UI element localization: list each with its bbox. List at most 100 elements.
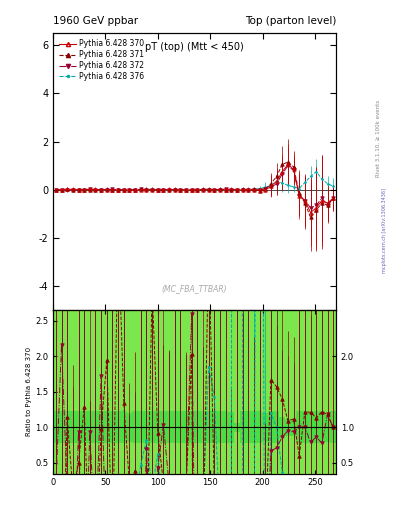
Bar [274, 310, 279, 474]
Bar [104, 411, 110, 443]
Bar [189, 310, 195, 474]
Bar [313, 310, 319, 474]
Bar [64, 411, 70, 443]
Bar [296, 310, 302, 474]
Bar [93, 310, 98, 474]
Bar [172, 310, 178, 474]
Bar [223, 310, 228, 474]
Bar [291, 419, 296, 436]
Text: (MC_FBA_TTBAR): (MC_FBA_TTBAR) [162, 285, 227, 293]
Bar [246, 310, 251, 474]
Bar [302, 310, 308, 474]
Text: 1960 GeV ppbar: 1960 GeV ppbar [53, 16, 138, 27]
Bar [53, 310, 59, 474]
Bar [268, 310, 274, 474]
Bar [178, 310, 183, 474]
Bar [263, 310, 268, 474]
Bar [115, 310, 121, 474]
Bar [246, 411, 251, 443]
Text: Rivet 3.1.10, ≥ 100k events: Rivet 3.1.10, ≥ 100k events [376, 100, 380, 177]
Bar [279, 310, 285, 474]
Bar [206, 411, 211, 443]
Bar [115, 411, 121, 443]
Bar [285, 419, 291, 436]
Bar [104, 310, 110, 474]
Bar [64, 310, 70, 474]
Bar [183, 310, 189, 474]
Bar [149, 411, 155, 443]
Bar [240, 310, 246, 474]
Bar [110, 310, 115, 474]
Bar [155, 411, 161, 443]
Bar [200, 310, 206, 474]
Bar [285, 310, 291, 474]
Bar [87, 310, 93, 474]
Bar [279, 310, 285, 474]
Bar [166, 310, 172, 474]
Bar [296, 411, 302, 443]
Bar [183, 310, 189, 474]
Bar [53, 310, 59, 474]
Bar [308, 310, 313, 474]
Bar [121, 310, 127, 474]
Bar [172, 411, 178, 443]
Bar [189, 411, 195, 443]
Bar [143, 411, 149, 443]
Bar [138, 310, 143, 474]
Bar [64, 310, 70, 474]
Bar [127, 310, 132, 474]
Bar [195, 310, 200, 474]
Bar [308, 412, 313, 443]
Bar [291, 310, 296, 474]
Bar [115, 310, 121, 474]
Bar [149, 310, 155, 474]
Bar [206, 310, 211, 474]
Bar [155, 310, 161, 474]
Bar [200, 310, 206, 474]
Bar [138, 310, 143, 474]
Bar [331, 310, 336, 474]
Bar [263, 413, 268, 442]
Bar [313, 310, 319, 474]
Bar [87, 310, 93, 474]
Bar [98, 310, 104, 474]
Bar [325, 413, 331, 442]
Bar [161, 310, 166, 474]
Bar [172, 310, 178, 474]
Bar [59, 310, 64, 474]
Bar [161, 310, 166, 474]
Bar [53, 411, 59, 443]
Bar [143, 310, 149, 474]
Bar [76, 411, 81, 443]
Bar [76, 310, 81, 474]
Bar [223, 411, 228, 443]
Bar [206, 310, 211, 474]
Text: mcplots.cern.ch [arXiv:1306.3436]: mcplots.cern.ch [arXiv:1306.3436] [382, 188, 387, 273]
Bar [166, 411, 172, 443]
Bar [166, 310, 172, 474]
Bar [268, 310, 274, 474]
Bar [195, 310, 200, 474]
Bar [59, 310, 64, 474]
Bar [104, 310, 110, 474]
Bar [331, 411, 336, 443]
Bar [240, 310, 246, 474]
Bar [110, 411, 115, 443]
Bar [319, 310, 325, 474]
Bar [296, 310, 302, 474]
Bar [127, 310, 132, 474]
Bar [138, 411, 143, 443]
Bar [93, 411, 98, 443]
Bar [291, 310, 296, 474]
Bar [325, 310, 331, 474]
Bar [155, 310, 161, 474]
Bar [319, 310, 325, 474]
Bar [110, 310, 115, 474]
Text: pT (top) (Mtt < 450): pT (top) (Mtt < 450) [145, 41, 244, 52]
Bar [161, 411, 166, 443]
Bar [308, 310, 313, 474]
Bar [195, 411, 200, 443]
Bar [234, 423, 240, 432]
Bar [211, 411, 217, 443]
Bar [285, 310, 291, 474]
